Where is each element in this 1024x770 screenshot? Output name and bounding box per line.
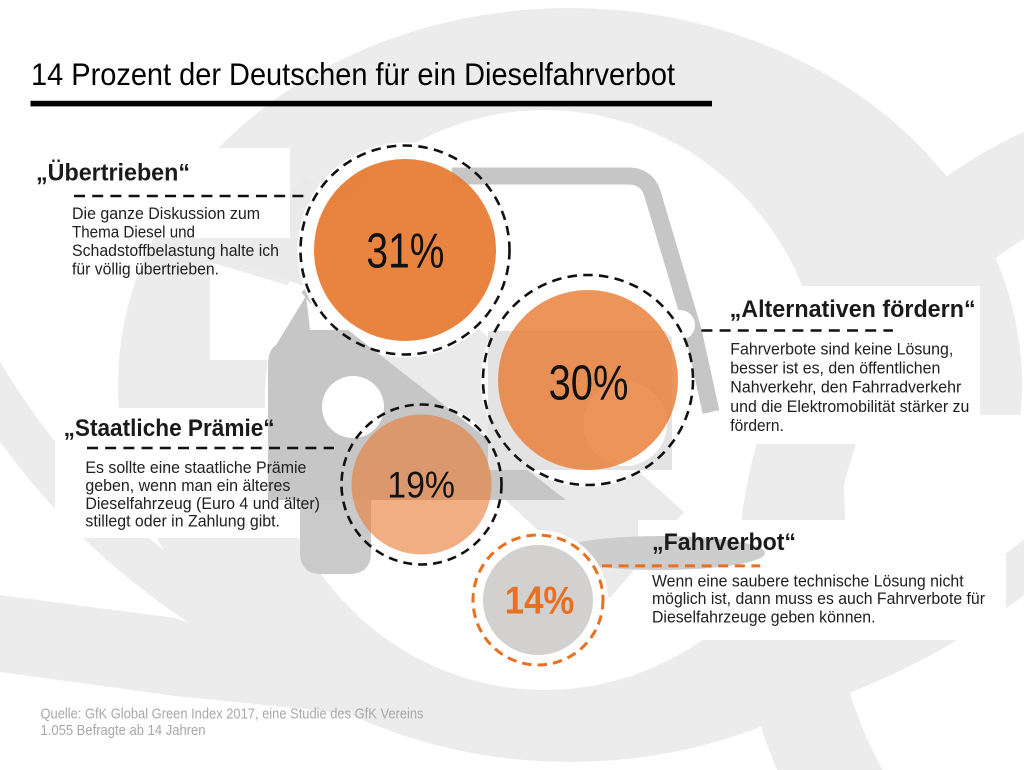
- svg-text:für völlig übertrieben.: für völlig übertrieben.: [72, 261, 219, 279]
- svg-text:fördern.: fördern.: [730, 417, 784, 435]
- svg-text:14 Prozent der Deutschen für e: 14 Prozent der Deutschen für ein Dieself…: [31, 56, 675, 92]
- svg-text:19%: 19%: [387, 464, 455, 505]
- svg-text:Die ganze Diskussion zum: Die ganze Diskussion zum: [72, 205, 260, 223]
- svg-text:Nahverkehr, den Fahrradverkehr: Nahverkehr, den Fahrradverkehr: [730, 379, 962, 397]
- svg-text:„Staatliche Prämie“: „Staatliche Prämie“: [64, 415, 275, 442]
- svg-text:„Alternativen fördern“: „Alternativen fördern“: [730, 296, 976, 323]
- svg-text:stillegt oder in Zahlung gibt.: stillegt oder in Zahlung gibt.: [85, 513, 280, 531]
- svg-text:Thema Diesel und: Thema Diesel und: [72, 223, 195, 241]
- svg-text:Fahrverbote sind keine Lösung,: Fahrverbote sind keine Lösung,: [730, 340, 953, 358]
- svg-text:Quelle: GfK Global Green Index: Quelle: GfK Global Green Index 2017, ein…: [41, 705, 424, 722]
- svg-text:Dieselfahrzeuge geben können.: Dieselfahrzeuge geben können.: [652, 608, 876, 626]
- svg-text:„Übertrieben“: „Übertrieben“: [36, 160, 190, 187]
- svg-text:möglich ist, dann muss es auch: möglich ist, dann muss es auch Fahrverbo…: [652, 590, 986, 608]
- svg-text:und die Elektromobilität stärk: und die Elektromobilität stärker zu: [730, 398, 969, 416]
- svg-text:„Fahrverbot“: „Fahrverbot“: [652, 529, 796, 556]
- svg-text:14%: 14%: [505, 580, 575, 623]
- svg-text:Schadstoffbelastung halte ich: Schadstoffbelastung halte ich: [72, 242, 279, 260]
- svg-text:30%: 30%: [549, 356, 629, 411]
- svg-text:Wenn eine saubere technische L: Wenn eine saubere technische Lösung nich…: [652, 572, 964, 590]
- svg-text:Es sollte eine staatliche Präm: Es sollte eine staatliche Prämie: [85, 459, 306, 477]
- svg-text:1.055 Befragte ab 14 Jahren: 1.055 Befragte ab 14 Jahren: [41, 722, 206, 739]
- svg-text:geben, wenn man ein älteres: geben, wenn man ein älteres: [85, 477, 290, 495]
- svg-text:besser ist es, den öffentliche: besser ist es, den öffentlichen: [730, 360, 940, 378]
- svg-text:Dieselfahrzeug (Euro 4 und ält: Dieselfahrzeug (Euro 4 und älter): [85, 495, 320, 513]
- svg-text:31%: 31%: [366, 223, 444, 278]
